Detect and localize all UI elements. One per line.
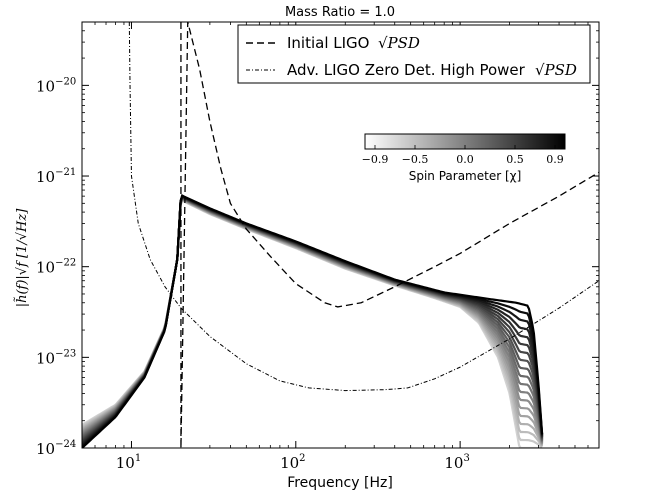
x-tick-label: 103 xyxy=(444,453,469,472)
x-axis-label: Frequency [Hz] xyxy=(287,475,393,491)
waveform-line-spin-0.9 xyxy=(82,193,544,448)
waveform-line-spin-0.8 xyxy=(82,194,544,448)
y-tick-label: 10−24 xyxy=(36,439,76,458)
x-tick-label: 102 xyxy=(280,453,305,472)
adv-ligo-psd-line xyxy=(128,22,599,392)
legend: Initial LIGO √PSD Adv. LIGO Zero Det. Hi… xyxy=(237,24,591,84)
noise-curves xyxy=(128,22,599,448)
waveform-line-spin--0.5 xyxy=(82,197,544,446)
colorbar-tick-label: −0.5 xyxy=(402,153,429,166)
waveform-line-spin--0.1 xyxy=(82,196,544,442)
y-axis-label: |h̃(f)|√f [1/√Hz] xyxy=(13,208,30,308)
waveform-line-spin-0.6 xyxy=(82,194,544,445)
legend-label-adv-ligo: Adv. LIGO Zero Det. High Power xyxy=(287,61,526,79)
legend-math-initial-ligo: √PSD xyxy=(378,34,420,52)
initial-ligo-psd-line xyxy=(180,22,599,448)
chart-title: Mass Ratio = 1.0 xyxy=(285,5,395,20)
waveform-line-spin-0.5 xyxy=(82,195,544,444)
waveform-family xyxy=(82,193,544,448)
colorbar: −0.9 −0.5 0.0 0.5 0.9 Spin Parameter [χ] xyxy=(362,133,566,183)
waveform-line-spin-0.7 xyxy=(82,194,544,447)
legend-label-initial-ligo: Initial LIGO xyxy=(287,34,370,52)
colorbar-tick-label: 0.0 xyxy=(456,153,474,166)
waveform-line-spin--0.2 xyxy=(82,196,544,443)
x-tick-label: 101 xyxy=(116,453,141,472)
colorbar-tick-label: 0.5 xyxy=(506,153,524,166)
waveform-line-spin--0.7 xyxy=(82,198,544,448)
waveform-line-spin--0.9 xyxy=(82,198,543,448)
waveform-line-spin--0.8 xyxy=(82,198,543,448)
y-tick-label: 10−21 xyxy=(36,167,76,186)
colorbar-label: Spin Parameter [χ] xyxy=(409,169,522,183)
colorbar-tick-label: 0.9 xyxy=(546,153,564,166)
y-tick-label: 10−22 xyxy=(36,258,76,277)
plot-frame xyxy=(81,21,600,449)
waveform-line-spin--0.6 xyxy=(82,197,544,447)
y-tick-label: 10−20 xyxy=(36,76,76,95)
waveform-line-spin-0 xyxy=(82,196,544,442)
waveform-line-spin--0.4 xyxy=(82,197,544,445)
waveform-line-spin--0.3 xyxy=(82,197,544,444)
legend-math-adv-ligo: √PSD xyxy=(535,61,577,79)
y-tick-label: 10−23 xyxy=(36,348,76,367)
colorbar-tick-label: −0.9 xyxy=(362,153,389,166)
legend-box xyxy=(237,24,591,84)
